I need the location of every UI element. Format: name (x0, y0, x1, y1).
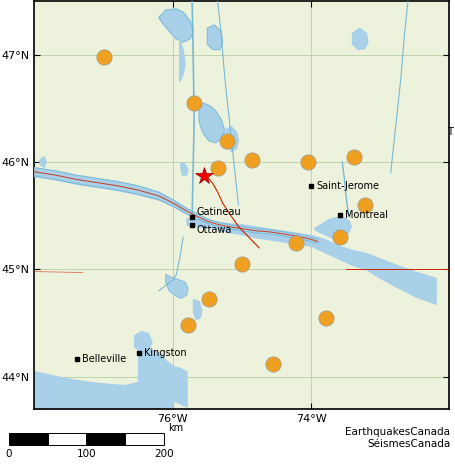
Polygon shape (314, 217, 351, 240)
Polygon shape (193, 299, 202, 320)
Text: Montreal: Montreal (345, 210, 388, 219)
Bar (48, 433, 86, 445)
Bar (125, 433, 164, 445)
Polygon shape (225, 127, 238, 151)
Text: 200: 200 (154, 448, 174, 459)
Bar (9, 433, 48, 445)
Polygon shape (207, 25, 222, 50)
Polygon shape (199, 103, 225, 143)
Text: EarthquakesCanada
SéismesCanada: EarthquakesCanada SéismesCanada (345, 427, 450, 449)
Polygon shape (180, 39, 185, 82)
Text: 0: 0 (6, 448, 12, 459)
Text: Belleville: Belleville (82, 354, 126, 364)
Text: T: T (447, 127, 453, 137)
Polygon shape (166, 275, 188, 298)
Text: km: km (168, 423, 183, 432)
Polygon shape (40, 157, 46, 168)
Text: Kingston: Kingston (144, 348, 186, 358)
Text: Gatineau: Gatineau (196, 207, 241, 217)
Text: Saint-Jerome: Saint-Jerome (316, 181, 379, 191)
Polygon shape (353, 28, 368, 50)
Polygon shape (135, 332, 152, 353)
Text: Ottawa: Ottawa (196, 225, 232, 235)
Polygon shape (181, 162, 188, 175)
Bar (86, 433, 125, 445)
Polygon shape (159, 9, 193, 42)
Text: 100: 100 (76, 448, 96, 459)
